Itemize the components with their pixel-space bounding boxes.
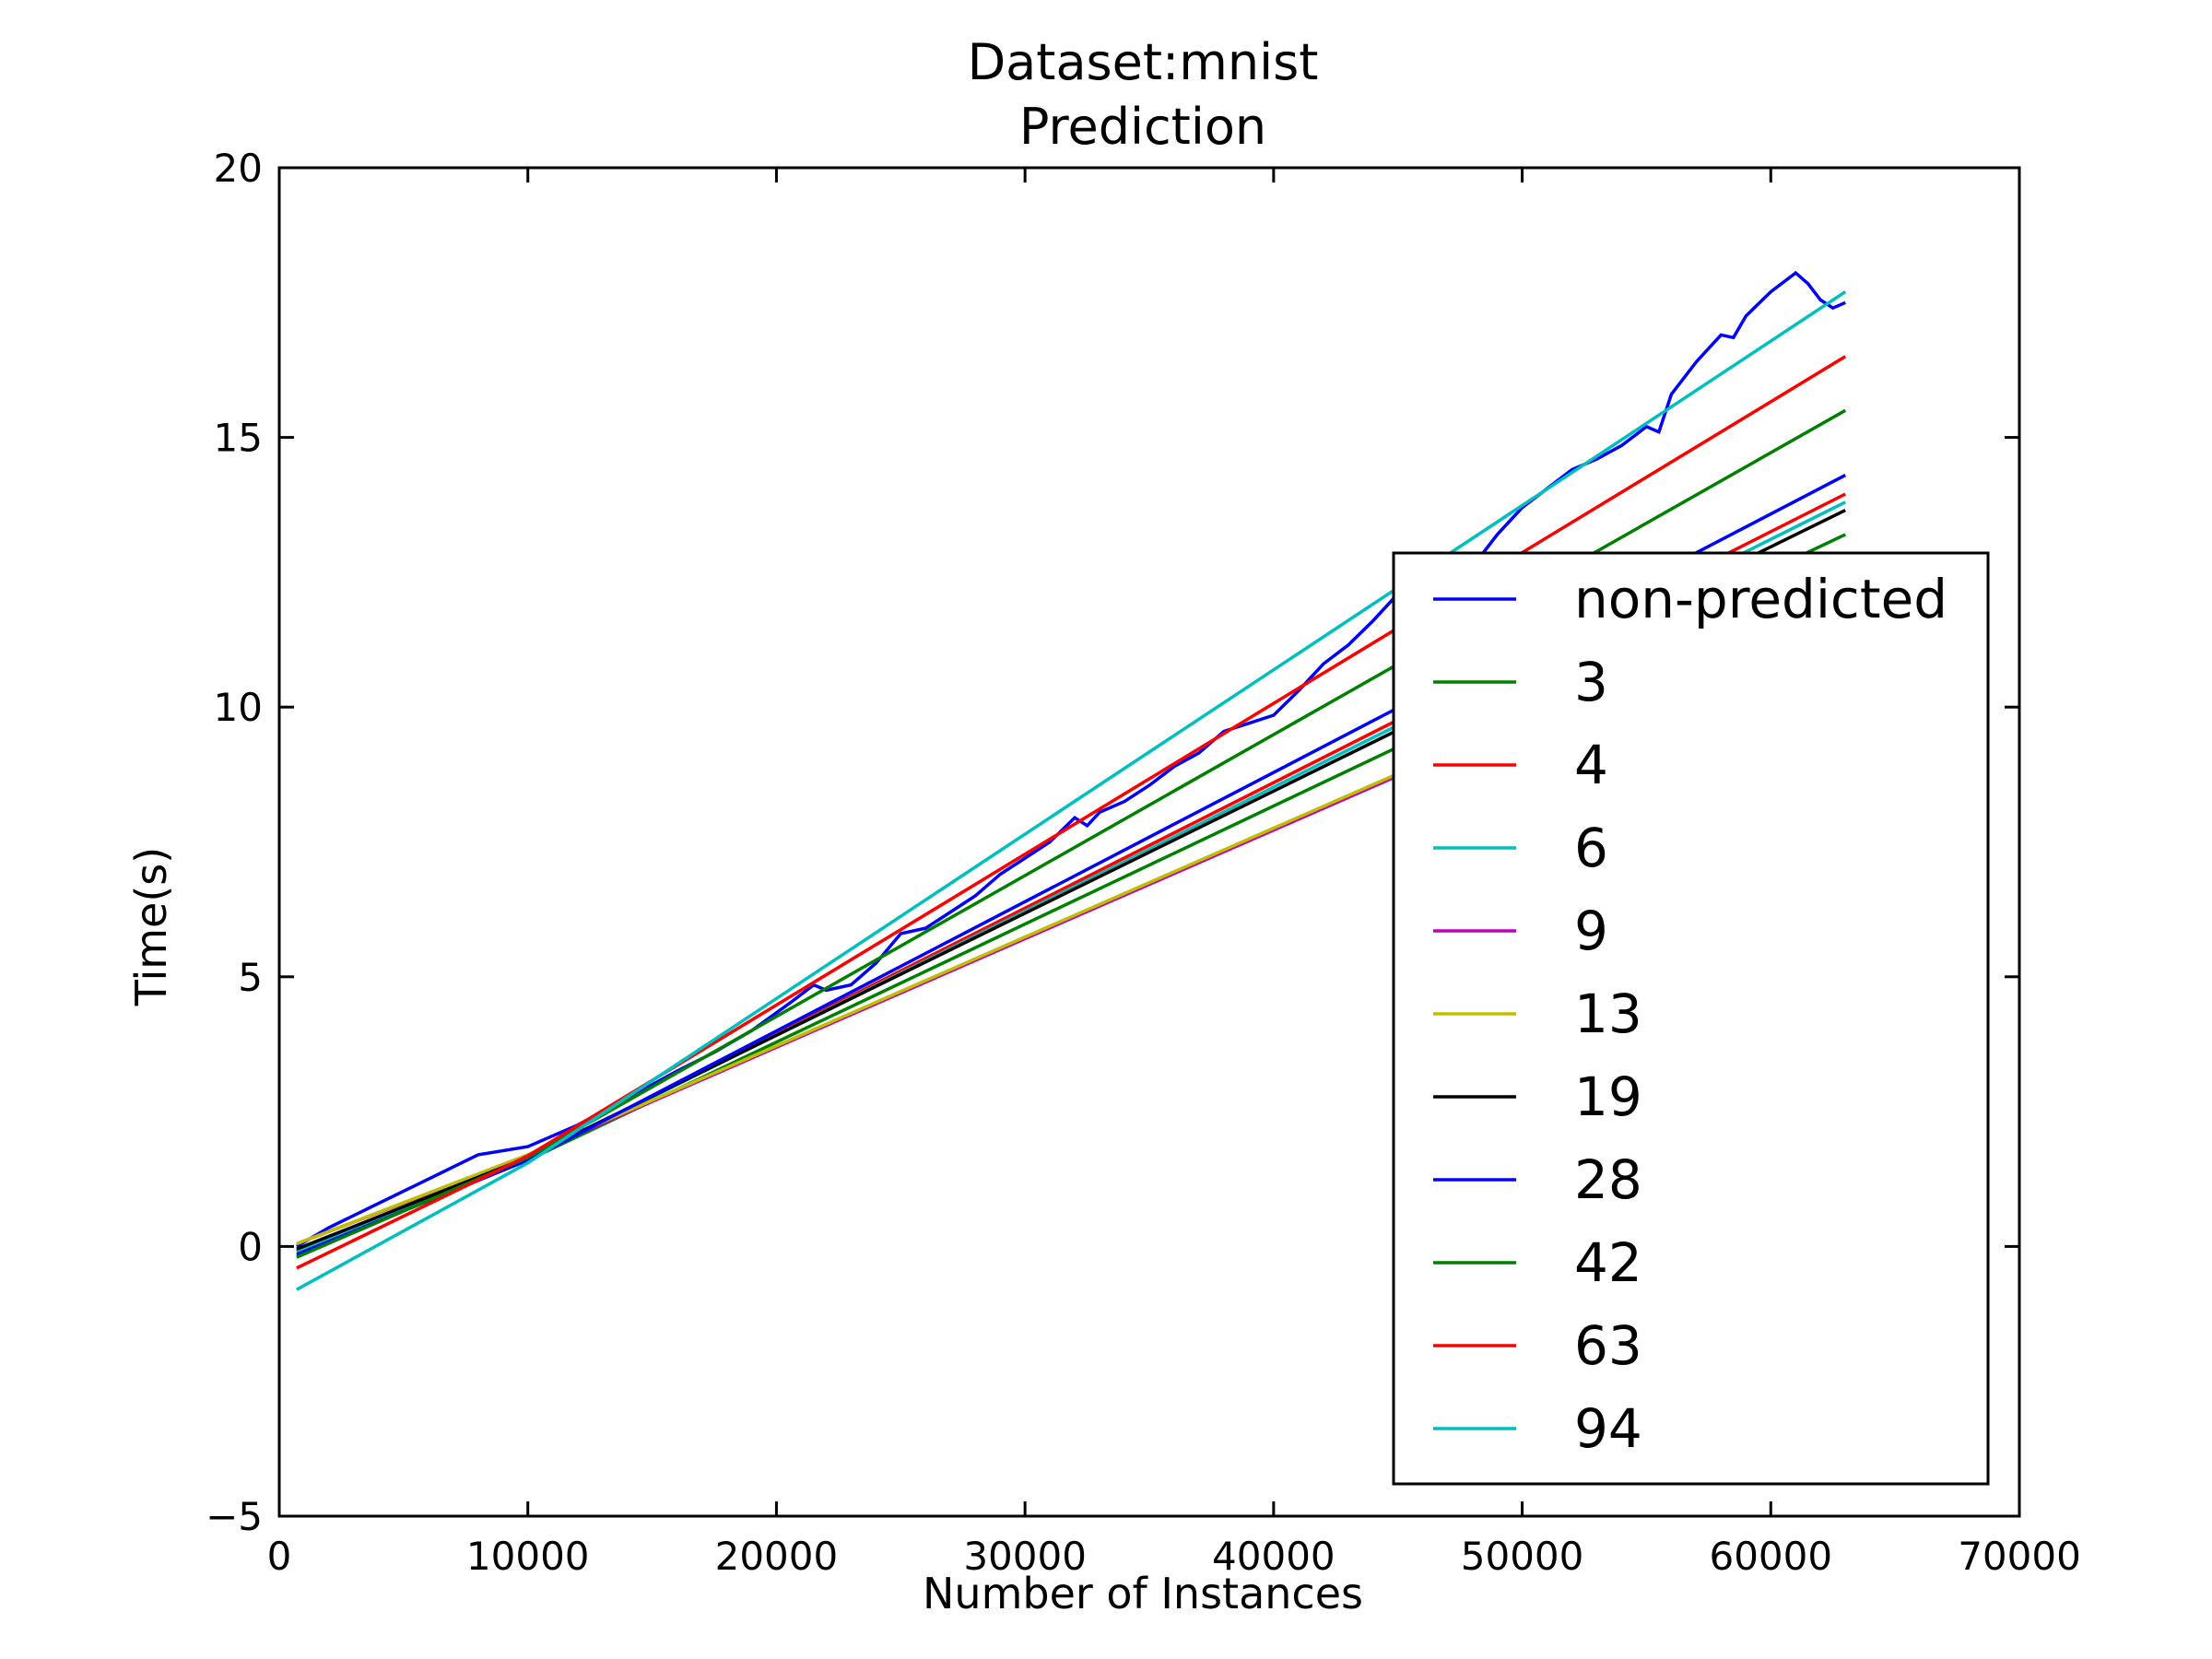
- legend-label: 6: [1574, 817, 1608, 879]
- y-tick-label: 5: [238, 955, 263, 1000]
- x-tick-label: 10000: [466, 1534, 590, 1579]
- legend: non-predicted 3 4 6 9 13 19 28 42 63 94: [1392, 551, 1990, 1486]
- legend-label: 3: [1574, 651, 1608, 713]
- legend-label: 63: [1574, 1314, 1642, 1377]
- legend-label: 13: [1574, 982, 1642, 1045]
- legend-label: 4: [1574, 734, 1608, 796]
- legend-label: non-predicted: [1574, 568, 1947, 630]
- chart-subtitle: Prediction: [1019, 98, 1266, 156]
- x-axis-label: Number of Instances: [923, 1569, 1363, 1618]
- legend-box: [1392, 551, 1990, 1486]
- x-tick-label: 50000: [1461, 1534, 1584, 1579]
- x-tick-label: 70000: [1958, 1534, 2081, 1579]
- x-tick-label: 40000: [1212, 1534, 1335, 1579]
- x-tick-label: 60000: [1709, 1534, 1832, 1579]
- legend-label: 19: [1574, 1065, 1642, 1128]
- plot-frame: [277, 166, 2021, 1518]
- y-axis-label: Time(s): [126, 847, 176, 1006]
- y-tick-label: −5: [206, 1494, 263, 1539]
- y-tick-label: 10: [214, 685, 263, 730]
- axis-ticks: 0 10000 20000 30000 40000 50000 60000 70000−505…: [206, 146, 2081, 1579]
- y-tick-label: 20: [214, 146, 263, 191]
- legend-label: 42: [1574, 1231, 1642, 1294]
- x-tick-label: 20000: [715, 1534, 839, 1579]
- y-tick-label: 15: [214, 416, 263, 461]
- legend-label: 9: [1574, 900, 1608, 962]
- y-tick-label: 0: [238, 1224, 263, 1269]
- legend-label: 28: [1574, 1148, 1642, 1211]
- x-tick-label: 0: [267, 1534, 292, 1579]
- x-tick-label: 30000: [963, 1534, 1087, 1579]
- legend-label: 94: [1574, 1397, 1642, 1460]
- chart-title: Dataset:mnist: [968, 33, 1319, 91]
